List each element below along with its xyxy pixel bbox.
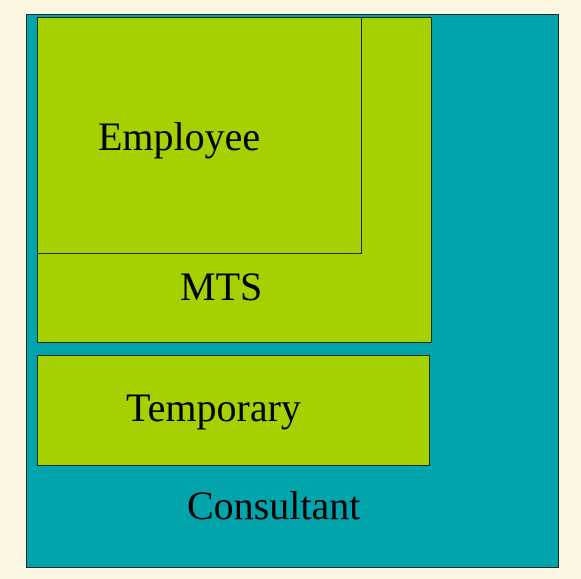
consultant-label: Consultant — [187, 483, 361, 528]
employee-box — [37, 17, 362, 254]
employee-label: Employee — [98, 114, 261, 159]
mts-label: MTS — [180, 264, 263, 309]
temporary-label: Temporary — [126, 385, 301, 430]
temporary-box — [37, 355, 430, 466]
